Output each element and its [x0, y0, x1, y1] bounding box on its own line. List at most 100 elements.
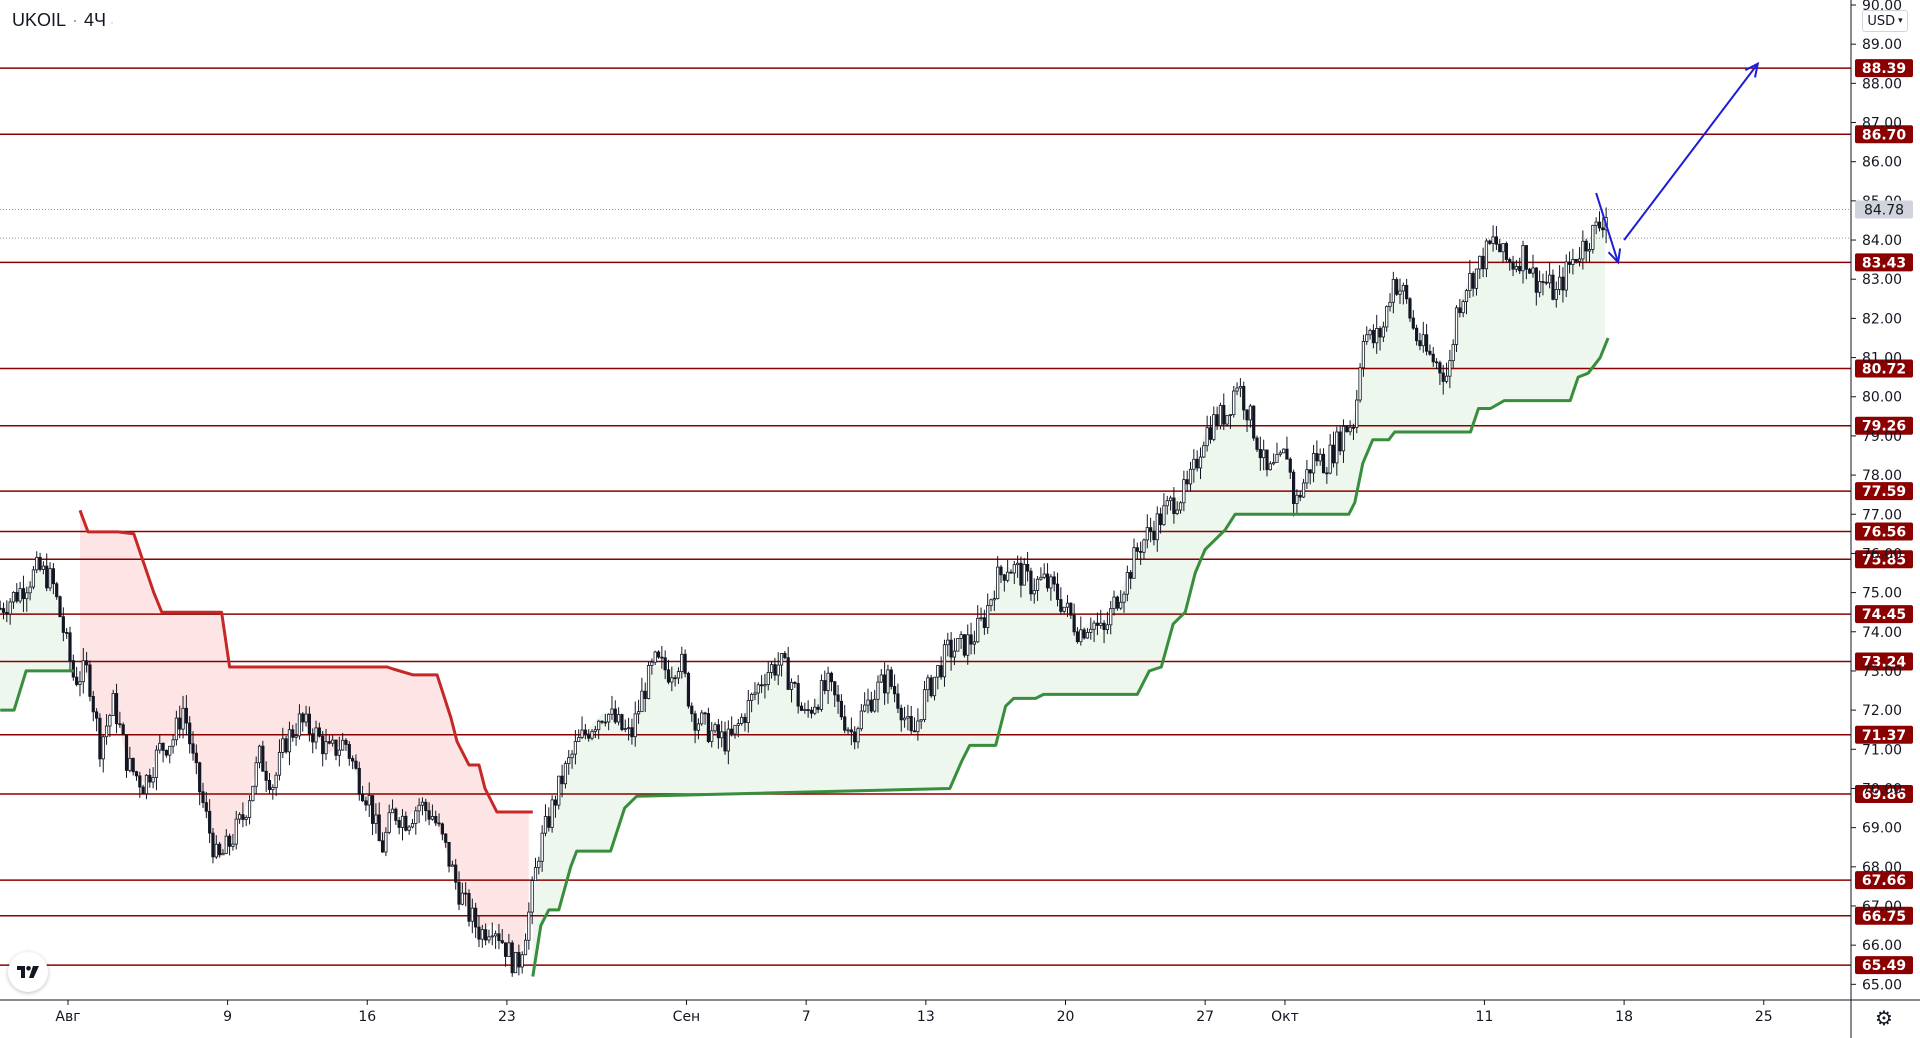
- interval-label[interactable]: 4Ч: [84, 10, 107, 30]
- candle: [108, 713, 112, 737]
- symbol-legend[interactable]: UKOIL · 4Ч ·: [12, 10, 114, 31]
- candle: [94, 708, 99, 732]
- level-price-label[interactable]: 80.72: [1855, 359, 1913, 378]
- candle-body: [1528, 268, 1532, 274]
- level-label-bg: [1855, 784, 1913, 803]
- candle-body: [161, 742, 165, 751]
- level-price-label[interactable]: 74.45: [1855, 605, 1913, 624]
- candle: [48, 562, 52, 592]
- candle: [849, 717, 853, 746]
- candle-body: [819, 680, 824, 710]
- candle-body: [178, 717, 182, 730]
- candle: [796, 675, 800, 714]
- candle-body: [151, 777, 155, 783]
- level-price-label[interactable]: 67.66: [1855, 871, 1913, 890]
- candle-body: [826, 672, 830, 691]
- horizontal-levels-layer[interactable]: 88.39 86.70 83.43 80.72 79.26 77.59 76.56 75.85…: [0, 59, 1913, 975]
- candle-body: [1215, 414, 1219, 426]
- level-price-label[interactable]: 71.37: [1855, 725, 1913, 744]
- candle-body: [111, 693, 115, 716]
- candle-body: [370, 795, 375, 824]
- candle-body: [976, 617, 980, 643]
- candle: [1095, 612, 1100, 636]
- candle: [783, 651, 787, 660]
- candle-body: [1594, 221, 1598, 226]
- level-price-label[interactable]: 86.70: [1855, 125, 1913, 144]
- candle: [1139, 541, 1143, 566]
- candle: [613, 700, 617, 725]
- candle-body: [999, 566, 1003, 576]
- candle-body: [803, 709, 807, 711]
- level-price-label[interactable]: 83.43: [1855, 253, 1913, 272]
- level-price-label[interactable]: 75.85: [1855, 550, 1913, 569]
- candle: [1132, 538, 1136, 579]
- candle-body: [1039, 576, 1043, 580]
- candle-body: [1062, 606, 1066, 612]
- level-label-bg: [1855, 416, 1913, 435]
- last-price-text: 84.78: [1864, 202, 1904, 218]
- candle: [227, 833, 232, 856]
- candle-body: [666, 669, 671, 683]
- candle-body: [859, 710, 863, 730]
- candle: [1042, 563, 1046, 580]
- candle-body: [1587, 249, 1592, 252]
- candle: [1158, 507, 1163, 534]
- candle-body: [1434, 361, 1439, 364]
- candle-body: [1441, 372, 1445, 382]
- candle-body: [1385, 306, 1389, 328]
- candle: [972, 630, 976, 655]
- candle-body: [1262, 449, 1266, 459]
- candle: [799, 702, 804, 712]
- level-price-label[interactable]: 69.86: [1855, 784, 1913, 803]
- candle: [633, 701, 637, 747]
- candle-body: [91, 695, 95, 713]
- level-price-label[interactable]: 73.24: [1855, 652, 1913, 671]
- candle: [803, 702, 807, 714]
- candle: [404, 811, 408, 832]
- projection-arrows-layer[interactable]: [1595, 61, 1760, 265]
- candle-body: [892, 686, 897, 695]
- symbol-name[interactable]: UKOIL: [12, 10, 67, 30]
- date-tick-label: Окт: [1271, 1009, 1299, 1025]
- level-price-label[interactable]: 66.75: [1855, 906, 1913, 925]
- price-tick-label: 80.00: [1862, 390, 1902, 406]
- candle-body: [341, 739, 345, 751]
- candle: [759, 675, 764, 694]
- candle-body: [351, 758, 355, 762]
- level-label-bg: [1855, 253, 1913, 272]
- level-price-label[interactable]: 65.49: [1855, 956, 1913, 975]
- candle: [909, 705, 913, 735]
- candle-body: [1082, 629, 1086, 639]
- level-price-label[interactable]: 76.56: [1855, 522, 1913, 541]
- candle-body: [879, 674, 883, 683]
- candle-body: [1444, 375, 1449, 382]
- candle: [314, 720, 318, 750]
- level-price-label[interactable]: 77.59: [1855, 482, 1913, 501]
- candle-body: [1538, 281, 1542, 293]
- candle: [257, 744, 262, 769]
- candle-body: [942, 644, 947, 678]
- candle-body: [18, 588, 22, 602]
- price-tick-label: 82.00: [1862, 311, 1902, 327]
- candle: [982, 609, 986, 635]
- candle: [833, 680, 837, 708]
- tradingview-logo-icon[interactable]: [8, 952, 48, 992]
- gear-icon[interactable]: ⚙: [1875, 1007, 1893, 1030]
- candle-body: [843, 716, 847, 731]
- candle: [1328, 434, 1332, 475]
- currency-selector[interactable]: USD ▾: [1862, 10, 1908, 32]
- candle-body: [593, 729, 597, 732]
- candle: [1501, 243, 1505, 263]
- candle-body: [583, 729, 587, 735]
- candle-body: [1182, 479, 1186, 504]
- candle-body: [174, 717, 178, 741]
- candle-body: [799, 705, 804, 711]
- candle-body: [763, 684, 767, 687]
- candle-body: [48, 568, 52, 589]
- level-price-label[interactable]: 88.39: [1855, 59, 1913, 77]
- level-price-label[interactable]: 79.26: [1855, 416, 1913, 435]
- candle-body: [1092, 622, 1096, 630]
- supertrend-up-line: [531, 337, 1610, 977]
